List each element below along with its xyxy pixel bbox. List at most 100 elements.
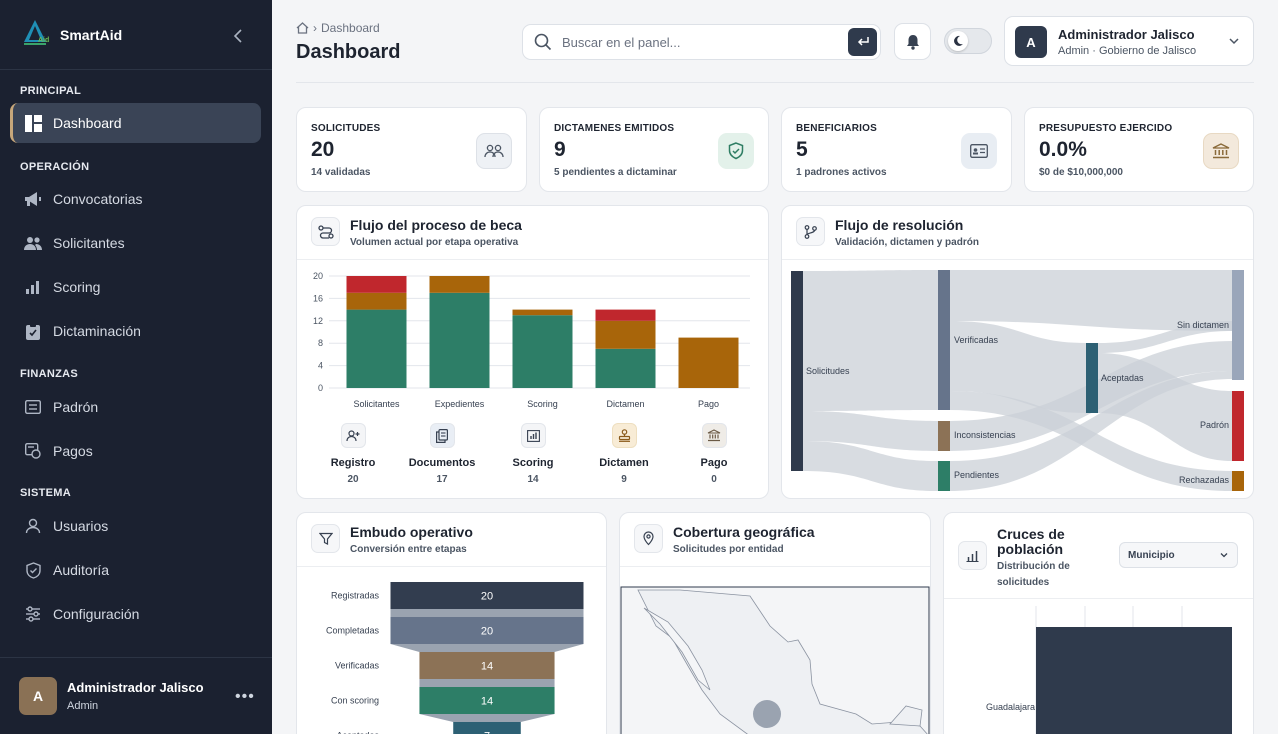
bar-segment[interactable] [346,276,407,293]
kpi-card-solicitudes[interactable]: SOLICITUDES 20 14 validadas [296,107,527,192]
sankey-node-aceptadas[interactable] [1086,343,1098,413]
stage-value: 14 [527,474,539,485]
funnel-connector [419,679,555,687]
card-divider [620,566,930,567]
sankey-node-rechazadas[interactable] [1232,471,1244,491]
kpi-card-presupuesto[interactable]: PRESUPUESTO EJERCIDO 0.0% $0 de $10,000,… [1024,107,1254,192]
stage-scoring[interactable]: Scoring 14 [495,423,571,485]
card-divider [297,259,768,260]
bar-chart-icon [520,423,546,448]
population-bar[interactable] [1036,627,1232,734]
avatar: A [19,677,57,715]
shield-check-icon [718,133,754,169]
bar-segment[interactable] [595,309,656,321]
more-options-icon[interactable]: ••• [235,688,255,705]
git-branch-icon [796,217,825,246]
sankey-node-sin-dictamen[interactable] [1232,270,1244,380]
sidebar-item-usuarios[interactable]: Usuarios [10,506,261,546]
bar-segment[interactable] [346,292,407,310]
notifications-button[interactable] [894,23,931,60]
sidebar-item-auditoria[interactable]: Auditoría [10,550,261,590]
stage-name: Pago [700,457,728,469]
sankey-label: Pendientes [954,470,1000,480]
sidebar-item-pagos[interactable]: Pagos [10,431,261,471]
sankey-node-inconsistencias[interactable] [938,421,950,451]
sidebar-item-dashboard[interactable]: Dashboard [10,103,261,143]
sidebar-item-scoring[interactable]: Scoring [10,267,261,307]
search-input[interactable] [562,34,837,50]
sidebar-user[interactable]: A Administrador Jalisco Admin [19,677,204,715]
bar-segment[interactable] [346,309,407,388]
user-menu[interactable]: A Administrador Jalisco Admin · Gobierno… [1004,16,1254,66]
kpi-subtext: 14 validadas [311,167,371,178]
collapse-sidebar-button[interactable] [228,26,250,46]
bar-segment[interactable] [512,309,573,316]
sidebar-item-configuracion[interactable]: Configuración [10,594,261,634]
user-plus-icon [340,423,366,448]
sankey-node-verificadas[interactable] [938,270,950,410]
clipboard-icon [24,322,42,340]
bar-segment[interactable] [595,320,656,349]
kpi-subtext: 1 padrones activos [796,167,887,178]
population-bar-chart: Guadalajara [986,606,1232,734]
card-subtitle: Conversión entre etapas [350,544,467,555]
sidebar-item-padron[interactable]: Padrón [10,387,261,427]
sidebar-item-solicitantes[interactable]: Solicitantes [10,223,261,263]
sidebar-item-convocatorias[interactable]: Convocatorias [10,179,261,219]
sankey-node-solicitudes[interactable] [791,271,803,471]
stage-pago[interactable]: Pago 0 [676,423,752,485]
sankey-label: Sin dictamen [1177,320,1229,330]
stacked-bar-chart: 0 4 8 12 16 20 Solicitantes Expedientes Scoring D… [313,271,750,409]
kpi-label: PRESUPUESTO EJERCIDO [1039,123,1173,134]
shield-icon [24,561,42,579]
funnel-label: Verificadas [335,661,380,671]
funnel-label: Aceptadas [336,731,379,734]
bar-segment[interactable] [678,337,739,388]
sankey-link [950,321,1086,413]
funnel-chart: 20 Registradas 20 Completadas 14 Verificadas 1… [326,582,584,734]
sliders-icon [24,605,42,623]
funnel-connector [390,644,584,652]
sankey-link [1098,353,1232,461]
map-bubble-jalisco[interactable] [753,700,781,728]
kpi-value: 0.0% [1039,138,1087,161]
stage-dictamen[interactable]: Dictamen 9 [586,423,662,485]
search-submit-button[interactable] [848,28,877,56]
funnel-stage-bar[interactable] [419,652,555,679]
bar-segment[interactable] [429,292,490,388]
home-icon[interactable] [296,22,309,34]
bar-segment[interactable] [595,348,656,388]
sankey-node-padron[interactable] [1232,391,1244,461]
stage-documentos[interactable]: Documentos 17 [404,423,480,485]
kpi-card-beneficiarios[interactable]: BENEFICIARIOS 5 1 padrones activos [781,107,1012,192]
grouping-select[interactable]: Municipio [1119,542,1238,568]
payments-icon [24,442,42,460]
funnel-stage-bar[interactable] [390,617,584,644]
kpi-card-dictamenes[interactable]: DICTAMENES EMITIDOS 9 5 pendientes a dic… [539,107,769,192]
kpi-subtext: $0 de $10,000,000 [1039,167,1123,178]
funnel-stage-bar[interactable] [453,722,521,734]
sankey-card: Flujo de resolución Validación, dictamen… [781,205,1254,499]
bar-segment[interactable] [429,276,490,293]
bar-segment[interactable] [512,315,573,388]
sidebar-item-label: Convocatorias [53,191,143,207]
theme-toggle[interactable] [944,28,992,54]
brand[interactable]: Aid SmartAid [18,18,122,52]
sidebar-item-dictaminacion[interactable]: Dictaminación [10,311,261,351]
sankey-node-pendientes[interactable] [938,461,950,491]
filter-icon [311,524,340,553]
funnel-value: 14 [481,696,493,708]
funnel-value: 14 [481,661,493,673]
enter-icon [857,37,869,46]
mexico-map[interactable] [620,586,930,734]
funnel-stage-bar[interactable] [390,582,584,609]
kpi-value: 9 [554,138,566,161]
dashboard-icon [24,114,42,132]
x-tick-label: Expedientes [435,399,485,409]
card-title: Embudo operativo [350,524,473,540]
avatar: A [1015,26,1047,58]
stage-value: 20 [347,474,359,485]
stage-registro[interactable]: Registro 20 [315,423,391,485]
funnel-stage-bar[interactable] [419,687,555,714]
search-icon [534,33,552,51]
